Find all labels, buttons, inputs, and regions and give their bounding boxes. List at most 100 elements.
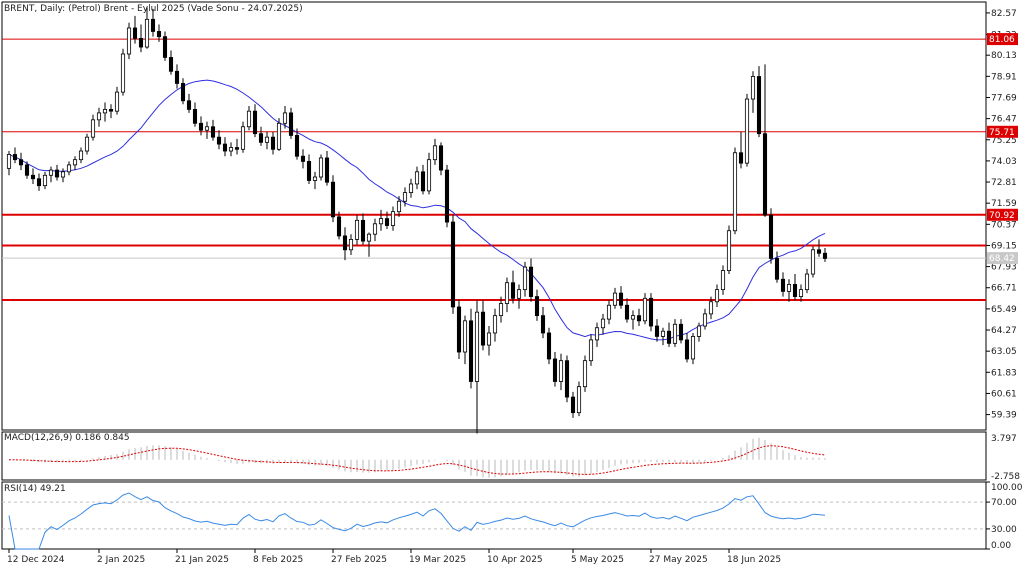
candle bbox=[654, 319, 660, 342]
candle bbox=[696, 322, 702, 342]
candle-body-bear bbox=[36, 178, 42, 187]
rsi-pane-frame bbox=[1, 481, 987, 550]
candle-body-bull bbox=[144, 18, 150, 48]
candle-body-bear bbox=[180, 83, 186, 102]
x-tick-label: 12 Dec 2024 bbox=[7, 555, 65, 565]
candle bbox=[816, 239, 822, 257]
candle bbox=[702, 308, 708, 330]
candle bbox=[240, 121, 246, 153]
candle bbox=[306, 154, 312, 184]
macd-tick-label: -2.758 bbox=[991, 472, 1020, 482]
candle-body-bull bbox=[798, 289, 804, 297]
candle-body-bear bbox=[186, 100, 192, 110]
candle-body-bear bbox=[306, 161, 312, 181]
candle-body-bull bbox=[516, 289, 522, 299]
x-tick-label: 18 Jun 2025 bbox=[727, 555, 781, 565]
candle-body-bull bbox=[720, 270, 726, 291]
candle bbox=[6, 151, 12, 176]
x-tick-label: 8 Feb 2025 bbox=[253, 555, 303, 565]
candle bbox=[678, 319, 684, 344]
candle-body-bull bbox=[204, 126, 210, 131]
candle-body-bull bbox=[492, 315, 498, 334]
candle-body-bull bbox=[66, 164, 72, 173]
candle-body-bear bbox=[468, 320, 474, 382]
candle-body-bull bbox=[474, 311, 480, 382]
candle bbox=[66, 161, 72, 176]
candle-body-bull bbox=[660, 330, 666, 337]
candle-body-bull bbox=[102, 109, 108, 114]
price-tick-label: 66.71 bbox=[991, 284, 1017, 294]
candle-body-bull bbox=[744, 98, 750, 164]
level-badge-label: 70.92 bbox=[989, 211, 1015, 221]
candle-body-bull bbox=[282, 112, 288, 124]
candle-body-bull bbox=[312, 176, 318, 181]
candle-body-bear bbox=[174, 70, 180, 84]
price-tick-label: 80.13 bbox=[991, 51, 1017, 61]
candle-body-bull bbox=[642, 297, 648, 322]
candle-body-bull bbox=[714, 289, 720, 303]
candle-body-bull bbox=[750, 76, 756, 100]
candle bbox=[486, 326, 492, 356]
candle bbox=[198, 116, 204, 136]
candle-body-bull bbox=[732, 152, 738, 232]
candle-body-bull bbox=[726, 230, 732, 271]
candle bbox=[720, 265, 726, 295]
candle-body-bull bbox=[6, 154, 12, 169]
chart-title: BRENT, Daily: (Petrol) Brent - Eylul 202… bbox=[4, 4, 303, 14]
candle-body-bull bbox=[84, 136, 90, 152]
price-tick-label: 72.81 bbox=[991, 178, 1017, 188]
candle-body-bull bbox=[486, 332, 492, 346]
candle-body-bull bbox=[228, 147, 234, 152]
candle-body-bull bbox=[390, 211, 396, 226]
candle bbox=[492, 308, 498, 342]
chart-frames bbox=[1, 1, 987, 550]
candle-body-bull bbox=[672, 323, 678, 344]
candle bbox=[12, 147, 18, 164]
candle-body-bull bbox=[42, 174, 48, 187]
candle bbox=[312, 171, 318, 190]
x-tick-label: 21 Jan 2025 bbox=[175, 555, 229, 565]
candle bbox=[672, 319, 678, 347]
candle-body-bear bbox=[780, 278, 786, 292]
candle bbox=[498, 296, 504, 323]
candle bbox=[606, 300, 612, 325]
price-tick-label: 69.15 bbox=[991, 241, 1017, 251]
candle-body-bear bbox=[678, 323, 684, 341]
x-tick-label: 27 May 2025 bbox=[649, 555, 708, 565]
candle bbox=[666, 322, 672, 347]
candle-body-bear bbox=[234, 147, 240, 150]
candle bbox=[18, 152, 24, 171]
candle-body-bear bbox=[138, 37, 144, 48]
candle-body-bear bbox=[294, 135, 300, 157]
candle-body-bear bbox=[444, 169, 450, 223]
candle bbox=[708, 296, 714, 320]
candle-body-bear bbox=[738, 152, 744, 164]
candle bbox=[210, 119, 216, 141]
candle bbox=[618, 286, 624, 309]
candle-body-bear bbox=[570, 396, 576, 414]
candle bbox=[810, 246, 816, 278]
candle-body-bear bbox=[12, 154, 18, 161]
candle bbox=[462, 315, 468, 365]
candle bbox=[636, 308, 642, 327]
candle-body-bull bbox=[606, 304, 612, 320]
candle-body-bull bbox=[408, 183, 414, 194]
candle bbox=[288, 107, 294, 139]
candle-body-bull bbox=[708, 301, 714, 315]
price-pane bbox=[2, 7, 986, 434]
candle bbox=[804, 268, 810, 294]
candle bbox=[126, 22, 132, 60]
rsi-tick-label: 70.00 bbox=[991, 498, 1017, 508]
candle-body-bear bbox=[108, 109, 114, 112]
candle bbox=[252, 104, 258, 138]
candle bbox=[132, 15, 138, 44]
candle bbox=[420, 164, 426, 195]
candle bbox=[204, 121, 210, 139]
candle-body-bear bbox=[150, 18, 156, 32]
price-tick-label: 64.27 bbox=[991, 326, 1017, 336]
candle bbox=[642, 293, 648, 325]
candle-body-bear bbox=[420, 171, 426, 192]
candle bbox=[588, 334, 594, 366]
candle-body-bear bbox=[768, 214, 774, 259]
candle bbox=[246, 105, 252, 131]
